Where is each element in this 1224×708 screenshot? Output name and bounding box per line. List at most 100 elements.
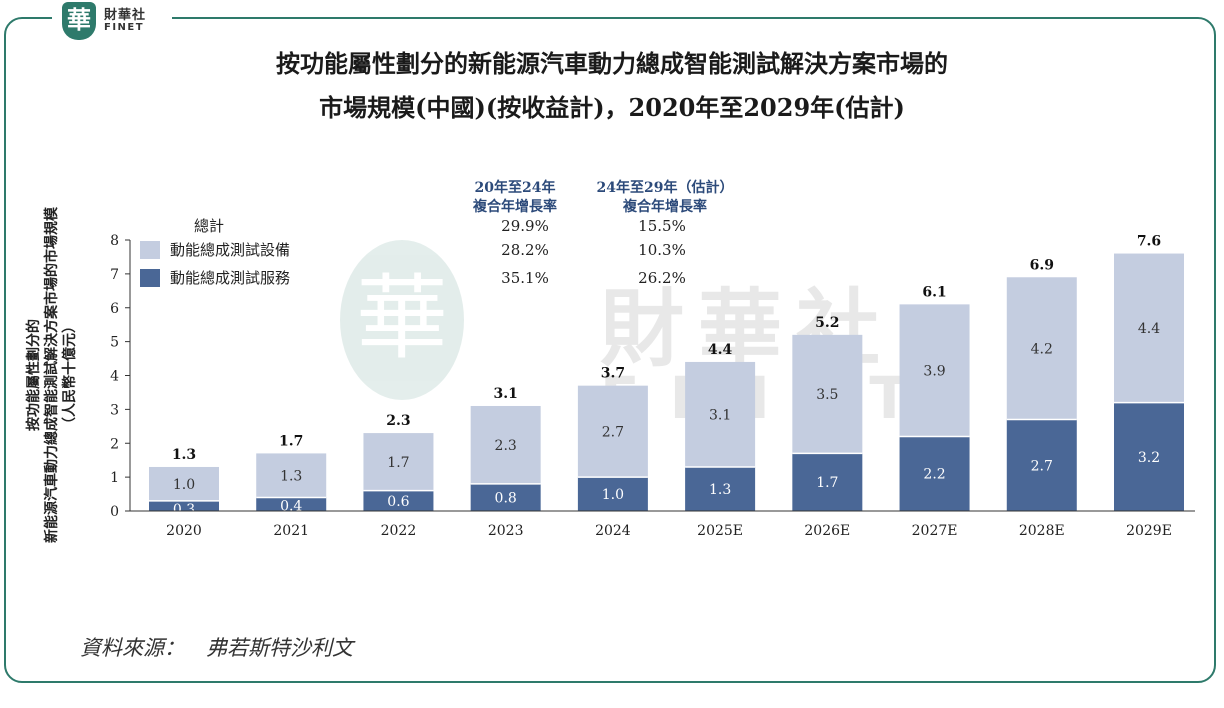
y-axis: 0 1 2 3 4 5 6 7 8 (110, 233, 131, 520)
legend-total-label: 總計 (194, 217, 224, 235)
data-label-total-2025E: 4.4 (708, 342, 733, 358)
logo: 華 財華社 FINET (52, 0, 172, 42)
source-note: 資料來源： 弗若斯特沙利文 (80, 636, 353, 660)
y-axis-title-line-1: 按功能屬性劃分的 (25, 319, 42, 431)
watermark-mark: 華 (356, 265, 448, 372)
legend-label-equipment: 動能總成測試設備 (170, 241, 290, 259)
data-label-total-2023: 3.1 (493, 386, 517, 402)
watermark-text-en: FINET (600, 364, 939, 432)
data-label-service-2020: 0.3 (173, 502, 195, 518)
data-label-equipment-2027E: 3.9 (923, 363, 945, 379)
y-tick-label: 4 (110, 369, 119, 385)
x-tick-label-2021: 2021 (273, 523, 309, 539)
cagr-equipment-c1: 28.2% (501, 241, 549, 259)
legend: 總計 動能總成測試設備 動能總成測試服務 (140, 217, 290, 287)
data-label-equipment-2028E: 4.2 (1031, 341, 1053, 357)
y-tick-label: 1 (110, 470, 119, 486)
bar-service-2021 (256, 497, 327, 511)
cagr-total-c2: 15.5% (638, 217, 686, 235)
data-label-service-2025E: 1.3 (709, 482, 731, 498)
bar-service-2027E (899, 436, 970, 511)
bar-equipment-2020 (149, 466, 219, 501)
cagr-header-2-line-1: 24年至29年（估計） (597, 179, 734, 196)
bar-equipment-2021 (256, 453, 327, 498)
bar-service-2020 (149, 500, 219, 511)
data-label-equipment-2022: 1.7 (387, 455, 409, 471)
x-tick-label-2022: 2022 (381, 523, 417, 539)
data-label-service-2022: 0.6 (387, 494, 409, 510)
cagr-service-c1: 35.1% (501, 269, 549, 287)
data-label-total-2020: 1.3 (172, 447, 196, 463)
logo-badge: 華 (62, 2, 96, 40)
y-tick-label: 0 (110, 504, 119, 520)
y-axis-title: 按功能屬性劃分的 新能源汽車動力總成智能測試解決方案市場的市場規模 （人民幣十億元） (25, 206, 78, 543)
cagr-service-c2: 26.2% (638, 269, 686, 287)
legend-swatch-service (140, 269, 160, 287)
data-label-service-2024: 1.0 (602, 487, 624, 503)
chart-title-line-2: 市場規模(中國)(按收益計)，2020年至2029年(估計) (319, 93, 905, 122)
bar-equipment-2025E (685, 361, 756, 467)
data-label-total-2027E: 6.1 (922, 284, 946, 300)
x-tick-label-2025E: 2025E (697, 523, 743, 539)
y-axis-title-line-3: （人民幣十億元） (61, 319, 78, 431)
y-axis-title-line-2: 新能源汽車動力總成智能測試解決方案市場的市場規模 (43, 206, 60, 543)
bar-service-2029E (1114, 402, 1184, 511)
data-label-service-2021: 0.4 (280, 498, 302, 514)
y-tick-label: 3 (110, 402, 119, 418)
x-tick-label-2020: 2020 (166, 523, 202, 539)
bar-service-2023 (470, 483, 541, 511)
y-tick-label: 5 (110, 335, 119, 351)
x-tick-label-2028E: 2028E (1019, 523, 1065, 539)
stacked-bar-chart: 華 財華社 FINET 按功能屬性劃分的 新能源汽車動力總成智能測試解決方案市場的… (25, 179, 1195, 543)
cagr-table: 20年至24年 複合年增長率 24年至29年（估計） 複合年增長率 29.9% … (472, 179, 733, 287)
bar-equipment-2022 (363, 433, 434, 491)
data-label-service-2028E: 2.7 (1031, 458, 1053, 474)
x-tick-label-2023: 2023 (488, 523, 524, 539)
bar-service-2024 (577, 477, 648, 511)
data-label-total-2026E: 5.2 (815, 315, 839, 331)
bar-service-2028E (1006, 419, 1077, 511)
bars: 0.3 1.0 1.3 0.4 1.3 1.7 0.6 1.7 2.3 0.8 2.3 3.1 1.0 2… (149, 234, 1184, 518)
x-tick-label-2027E: 2027E (912, 523, 958, 539)
data-label-equipment-2026E: 3.5 (816, 387, 838, 403)
logo-text-cn: 財華社 (104, 8, 147, 23)
data-label-service-2027E: 2.2 (923, 467, 945, 483)
data-label-equipment-2029E: 4.4 (1138, 321, 1160, 337)
data-label-service-2023: 0.8 (495, 490, 517, 506)
data-label-service-2029E: 3.2 (1138, 450, 1160, 466)
data-label-equipment-2023: 2.3 (495, 438, 517, 454)
chart-title-line-1: 按功能屬性劃分的新能源汽車動力總成智能測試解決方案市場的 (276, 49, 948, 78)
cagr-header-1-line-2: 複合年增長率 (472, 198, 557, 215)
data-label-equipment-2025E: 3.1 (709, 407, 731, 423)
y-tick-label: 2 (110, 436, 119, 452)
x-tick-label-2029E: 2029E (1126, 523, 1172, 539)
watermark-badge (340, 240, 464, 400)
x-tick-label-2026E: 2026E (804, 523, 850, 539)
data-label-total-2028E: 6.9 (1030, 257, 1054, 273)
y-tick-label: 7 (110, 267, 119, 283)
bar-service-2026E (792, 453, 863, 511)
cagr-header-1-line-1: 20年至24年 (475, 179, 556, 196)
chart-frame (4, 17, 1216, 683)
data-label-total-2022: 2.3 (386, 413, 410, 429)
y-tick-label: 6 (110, 301, 119, 317)
bar-equipment-2027E (899, 304, 970, 437)
bar-equipment-2024 (577, 385, 648, 478)
bar-service-2025E (685, 466, 756, 511)
data-label-service-2026E: 1.7 (816, 475, 838, 491)
data-label-equipment-2020: 1.0 (173, 477, 195, 493)
data-label-total-2021: 1.7 (279, 433, 303, 449)
bar-equipment-2029E (1114, 253, 1184, 403)
data-label-total-2029E: 7.6 (1137, 234, 1161, 250)
bar-equipment-2026E (792, 334, 863, 454)
cagr-total-c1: 29.9% (501, 217, 549, 235)
data-label-total-2024: 3.7 (601, 366, 625, 382)
y-tick-label: 8 (110, 233, 119, 249)
x-axis: 2020 2021 2022 2023 2024 2025E 2026E 2027E 2028E… (130, 510, 1195, 539)
legend-label-service: 動能總成測試服務 (170, 269, 290, 287)
bar-equipment-2023 (470, 405, 541, 484)
x-tick-label-2024: 2024 (595, 523, 631, 539)
data-label-equipment-2021: 1.3 (280, 468, 302, 484)
cagr-equipment-c2: 10.3% (638, 241, 686, 259)
logo-text-en: FINET (104, 22, 145, 33)
